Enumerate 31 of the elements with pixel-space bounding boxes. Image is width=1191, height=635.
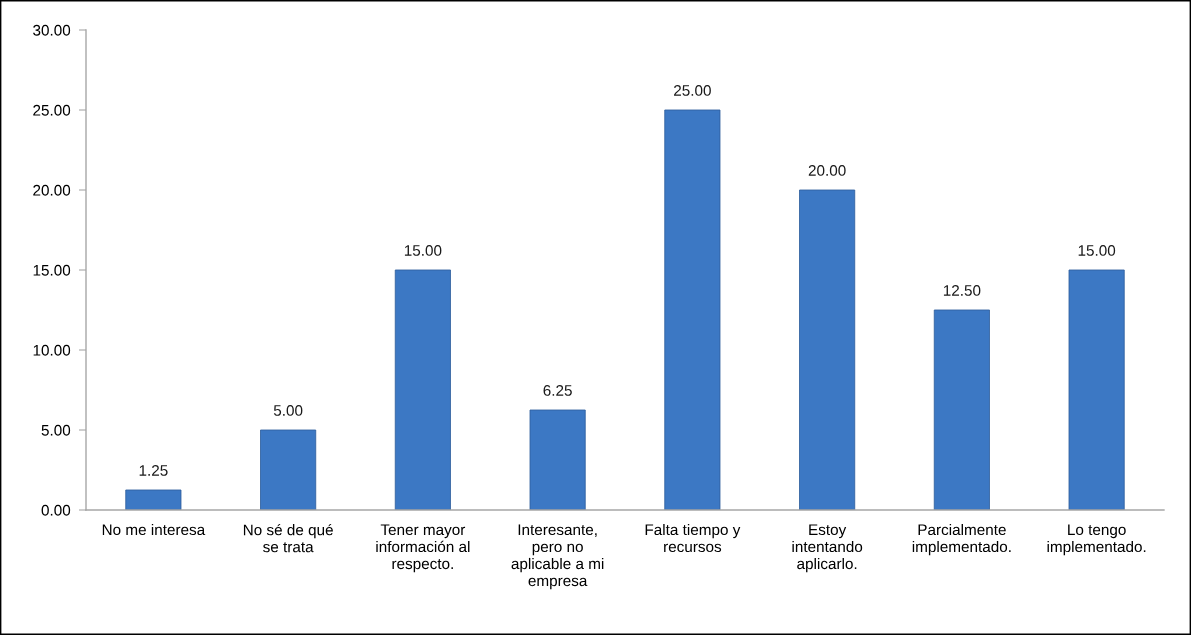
data-label: 6.25 [543,385,572,396]
x-tick-label: Lo tengo implementado. [1047,524,1146,556]
bar [799,189,856,510]
bar [125,489,182,510]
bar [394,269,451,510]
bar [1068,269,1125,510]
bar [933,309,990,510]
x-tick-label: Falta tiempo y recursos [645,523,741,553]
data-label: 1.25 [139,465,168,476]
y-tick-label: 25.00 [33,104,71,116]
data-label: 20.00 [808,165,846,176]
x-tick-label: No me interesa [102,523,206,536]
data-label: 15.00 [404,245,442,256]
y-tick-label: 5.00 [41,424,71,436]
data-label: 25.00 [674,85,711,96]
y-tick-label: 30.00 [33,24,71,36]
y-tick-label: 0.00 [41,504,71,516]
x-tick-label: Parcialmente implementado. [912,523,1011,556]
y-tick-label: 20.00 [33,184,71,196]
bar [664,109,721,510]
data-label: 5.00 [273,405,303,416]
y-tick-label: 15.00 [33,264,71,276]
data-label: 12.50 [943,285,981,296]
x-tick-label: No sé de qué se trata [243,523,333,553]
data-label: 15.00 [1078,245,1116,256]
x-tick-label: Estoy intentando aplicarlo. [792,524,863,573]
y-tick-label: 10.00 [33,344,71,356]
bar [529,409,586,510]
bar [260,429,317,510]
x-tick-label: Interesante, pero no aplicable a mi empresa [511,524,604,590]
x-tick-label: Tener mayor información al respecto. [376,524,470,573]
